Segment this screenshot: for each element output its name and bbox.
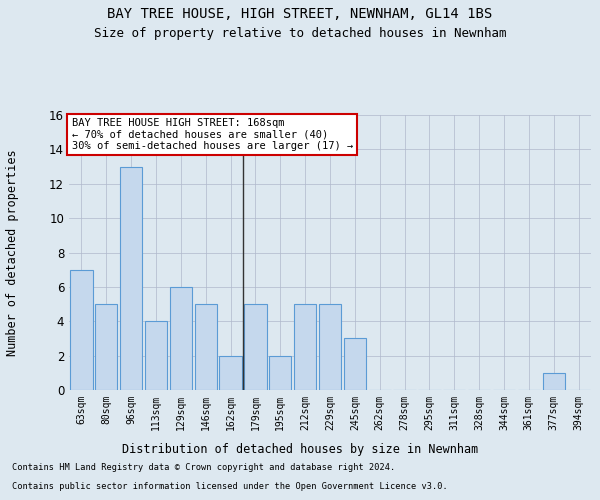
- Bar: [170, 287, 192, 390]
- Y-axis label: Number of detached properties: Number of detached properties: [7, 149, 19, 356]
- Bar: [70, 270, 92, 390]
- Bar: [194, 304, 217, 390]
- Text: Distribution of detached houses by size in Newnham: Distribution of detached houses by size …: [122, 442, 478, 456]
- Bar: [120, 166, 142, 390]
- Bar: [95, 304, 118, 390]
- Bar: [269, 356, 292, 390]
- Bar: [542, 373, 565, 390]
- Text: Contains public sector information licensed under the Open Government Licence v3: Contains public sector information licen…: [12, 482, 448, 491]
- Bar: [220, 356, 242, 390]
- Bar: [344, 338, 366, 390]
- Text: Size of property relative to detached houses in Newnham: Size of property relative to detached ho…: [94, 28, 506, 40]
- Bar: [244, 304, 266, 390]
- Text: BAY TREE HOUSE, HIGH STREET, NEWNHAM, GL14 1BS: BAY TREE HOUSE, HIGH STREET, NEWNHAM, GL…: [107, 8, 493, 22]
- Bar: [145, 322, 167, 390]
- Text: BAY TREE HOUSE HIGH STREET: 168sqm
← 70% of detached houses are smaller (40)
30%: BAY TREE HOUSE HIGH STREET: 168sqm ← 70%…: [71, 118, 353, 151]
- Bar: [319, 304, 341, 390]
- Bar: [294, 304, 316, 390]
- Text: Contains HM Land Registry data © Crown copyright and database right 2024.: Contains HM Land Registry data © Crown c…: [12, 464, 395, 472]
